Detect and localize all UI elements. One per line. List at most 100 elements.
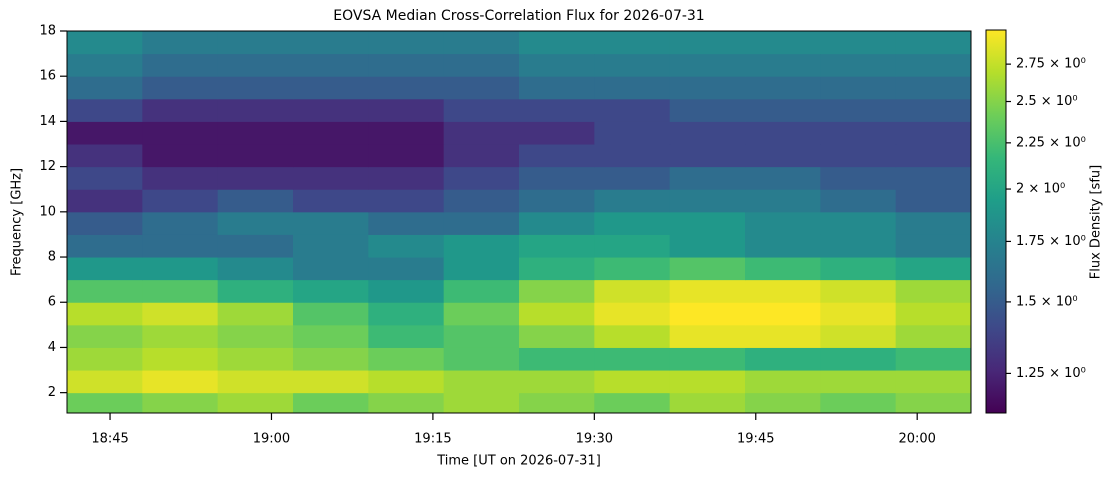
heatmap-cell: [895, 31, 972, 55]
heatmap-cell: [142, 211, 219, 235]
y-tick-label: 10: [39, 204, 56, 219]
heatmap-cell: [67, 189, 143, 213]
heatmap-cell: [820, 144, 897, 168]
heatmap-cell: [443, 53, 520, 77]
heatmap-cell: [594, 302, 671, 326]
x-axis-label: Time [UT on 2026-07-31]: [436, 454, 601, 469]
heatmap-cell: [142, 347, 219, 371]
heatmap-cell: [895, 144, 972, 168]
colorbar-tick-label: 1.5 × 10⁰: [1016, 294, 1078, 309]
heatmap-cell: [368, 324, 445, 348]
heatmap-cell: [293, 189, 369, 213]
heatmap-cell: [519, 144, 595, 168]
heatmap-cell: [519, 121, 595, 145]
heatmap-cell: [745, 189, 821, 213]
heatmap-cell: [594, 189, 671, 213]
heatmap-cell: [745, 302, 821, 326]
heatmap-cell: [594, 144, 671, 168]
heatmap-cell: [142, 234, 219, 258]
chart-title: EOVSA Median Cross-Correlation Flux for …: [333, 8, 704, 24]
heatmap-cell: [67, 76, 143, 100]
heatmap-cell: [669, 31, 746, 55]
heatmap-cell: [895, 98, 972, 122]
heatmap-cell: [217, 144, 294, 168]
heatmap-cell: [67, 211, 143, 235]
heatmap-cell: [443, 76, 520, 100]
heatmap-cell: [443, 144, 520, 168]
heatmap-cell: [67, 166, 143, 190]
heatmap-cell: [594, 211, 671, 235]
heatmap-cell: [669, 279, 746, 303]
y-tick-label: 16: [39, 69, 56, 84]
heatmap-cell: [745, 53, 821, 77]
heatmap-cell: [594, 257, 671, 281]
heatmap-cell: [142, 392, 219, 414]
heatmap-cell: [745, 31, 821, 55]
y-tick-label: 18: [39, 24, 56, 39]
heatmap-cell: [217, 302, 294, 326]
heatmap-cell: [293, 347, 369, 371]
heatmap-cell: [443, 370, 520, 394]
heatmap-cell: [745, 76, 821, 100]
heatmap-cell: [217, 31, 294, 55]
heatmap-cell: [293, 392, 369, 414]
heatmap-cell: [67, 324, 143, 348]
colorbar: [985, 29, 1007, 414]
heatmap-cell: [443, 189, 520, 213]
heatmap-cell: [519, 189, 595, 213]
heatmap-cell: [142, 302, 219, 326]
heatmap-cell: [217, 53, 294, 77]
heatmap-cell: [820, 53, 897, 77]
x-tick-label: 19:30: [576, 432, 613, 447]
heatmap-cell: [669, 370, 746, 394]
heatmap-cell: [67, 347, 143, 371]
heatmap-cell: [745, 324, 821, 348]
heatmap-cell: [745, 347, 821, 371]
heatmap-cell: [368, 279, 445, 303]
heatmap-cell: [142, 31, 219, 55]
colorbar-tick-label: 2.5 × 10⁰: [1016, 94, 1078, 109]
heatmap-cell: [895, 189, 972, 213]
heatmap-cell: [669, 234, 746, 258]
heatmap-cell: [820, 347, 897, 371]
heatmap-cell: [217, 392, 294, 414]
heatmap-cell: [67, 279, 143, 303]
y-tick-label: 12: [39, 159, 56, 174]
heatmap-cell: [519, 53, 595, 77]
heatmap-cell: [895, 279, 972, 303]
heatmap-cell: [519, 370, 595, 394]
heatmap-cell: [745, 144, 821, 168]
heatmap-cell: [519, 347, 595, 371]
heatmap-cell: [745, 234, 821, 258]
heatmap-cell: [669, 76, 746, 100]
heatmap-cell: [142, 53, 219, 77]
heatmap-cell: [293, 121, 369, 145]
heatmap-cell: [895, 392, 972, 414]
heatmap-cell: [745, 121, 821, 145]
x-tick-label: 19:00: [253, 432, 290, 447]
colorbar-tick-label: 1.75 × 10⁰: [1016, 234, 1086, 249]
heatmap-cell: [745, 211, 821, 235]
heatmap-cell: [217, 370, 294, 394]
heatmap-cell: [519, 279, 595, 303]
heatmap-cell: [142, 98, 219, 122]
heatmap-cell: [293, 324, 369, 348]
heatmap-cell: [293, 257, 369, 281]
heatmap-cell: [368, 76, 445, 100]
colorbar-tick-label: 2 × 10⁰: [1016, 182, 1065, 197]
heatmap-cell: [293, 166, 369, 190]
heatmap-cell: [895, 76, 972, 100]
heatmap-cell: [820, 189, 897, 213]
heatmap-cell: [368, 347, 445, 371]
heatmap-cell: [669, 324, 746, 348]
heatmap-cell: [217, 189, 294, 213]
heatmap-cell: [67, 53, 143, 77]
y-axis-label: Frequency [GHz]: [10, 168, 25, 276]
heatmap-cell: [443, 257, 520, 281]
y-tick-label: 8: [48, 250, 56, 265]
heatmap-cell: [669, 257, 746, 281]
y-tick-label: 4: [48, 340, 56, 355]
heatmap-cell: [67, 98, 143, 122]
heatmap-cell: [443, 166, 520, 190]
heatmap-cell: [67, 144, 143, 168]
